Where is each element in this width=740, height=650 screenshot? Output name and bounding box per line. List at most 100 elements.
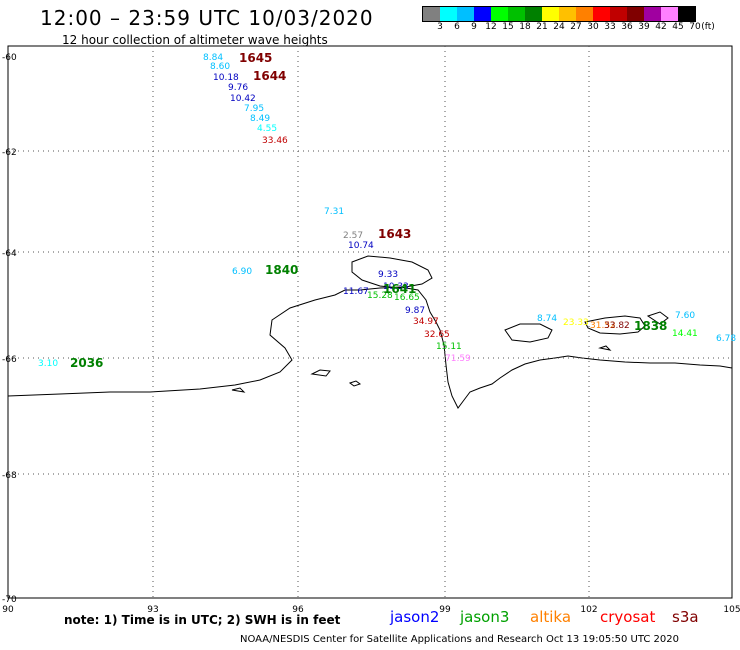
- wave-height-reading: 15.11: [436, 342, 462, 352]
- wave-height-reading: 7.31: [324, 207, 344, 217]
- pass-time-label: 1641: [383, 282, 416, 296]
- wave-height-reading: 8.74: [537, 314, 557, 324]
- color-scale-bar: [422, 6, 696, 22]
- color-swatch: [644, 7, 661, 21]
- color-swatch: [508, 7, 525, 21]
- wave-height-reading: 7.95: [244, 104, 264, 114]
- satellite-legend-altika: altika: [530, 608, 572, 626]
- pass-time-label: 1840: [265, 263, 298, 277]
- wave-height-reading: 10.33: [383, 282, 409, 292]
- satellite-legend-cryosat: cryosat: [600, 608, 656, 626]
- color-swatch: [423, 7, 440, 21]
- color-scale-label: 36: [621, 22, 633, 32]
- wave-height-reading: 10.42: [230, 94, 256, 104]
- coastline-segment: [351, 255, 433, 289]
- coastline-segment: [7, 286, 733, 409]
- wave-height-reading: 34.97: [413, 317, 439, 327]
- color-scale-label: (ft): [701, 22, 715, 32]
- color-scale-label: 18: [519, 22, 531, 32]
- wave-height-reading: 11.67: [343, 287, 369, 297]
- wave-height-reading: 3.10: [38, 359, 58, 369]
- color-swatch: [661, 7, 678, 21]
- map-title: 12:00 – 23:59 UTC 10/03/2020: [40, 6, 374, 30]
- longitude-label: 93: [147, 605, 158, 615]
- wave-height-reading: 32.65: [424, 330, 450, 340]
- longitude-label: 90: [2, 605, 14, 615]
- wave-height-reading: 9.87: [405, 306, 425, 316]
- latitude-label: -62: [2, 148, 17, 158]
- wave-height-reading: 10.18: [213, 73, 239, 83]
- latitude-label: -66: [2, 355, 17, 365]
- color-swatch: [491, 7, 508, 21]
- color-swatch: [440, 7, 457, 21]
- wave-height-reading: 31.52: [590, 321, 616, 331]
- wave-height-reading: 9.76: [228, 83, 248, 93]
- wave-height-reading: 7.60: [675, 311, 695, 321]
- wave-height-reading: 6.90: [232, 267, 252, 277]
- satellite-legend-s3a: s3a: [672, 608, 699, 626]
- wave-height-reading: 8.84: [203, 53, 223, 63]
- coastline-segment: [310, 369, 331, 377]
- color-swatch: [474, 7, 491, 21]
- coastline-segment: [504, 323, 553, 343]
- wave-height-reading: 14.41: [672, 329, 698, 339]
- color-scale-label: 15: [502, 22, 514, 32]
- color-scale-label: 70: [689, 22, 701, 32]
- color-scale-label: 27: [570, 22, 582, 32]
- color-scale-label: 21: [536, 22, 548, 32]
- coastline: [7, 255, 733, 409]
- wave-height-reading: 4.55: [257, 124, 277, 134]
- longitude-label: 96: [292, 605, 304, 615]
- color-scale-label: 12: [485, 22, 497, 32]
- color-swatch: [542, 7, 559, 21]
- pass-time-label: 1838: [634, 319, 667, 333]
- color-scale-label: 9: [471, 22, 477, 32]
- coastline-segment: [646, 311, 669, 325]
- color-swatch: [678, 7, 695, 21]
- color-scale-label: 3: [437, 22, 443, 32]
- latitude-label: -68: [2, 471, 17, 481]
- pass-time-label: 1645: [239, 51, 272, 65]
- pass-time-label: 2036: [70, 356, 103, 370]
- wave-height-reading: 6.78: [716, 334, 736, 344]
- color-swatch: [559, 7, 576, 21]
- color-scale-label: 24: [553, 22, 565, 32]
- lat-lon-grid: [8, 46, 732, 598]
- longitude-label: 102: [580, 605, 597, 615]
- wave-height-reading: 33.46: [262, 136, 288, 146]
- wave-height-reading: 23.33: [563, 318, 589, 328]
- pass-time-label: 1643: [378, 227, 411, 241]
- footer-credit: NOAA/NESDIS Center for Satellite Applica…: [240, 634, 679, 645]
- latitude-label: -60: [2, 53, 17, 63]
- coastline-segment: [598, 345, 612, 351]
- longitude-label: 99: [439, 605, 451, 615]
- color-swatch: [610, 7, 627, 21]
- wave-height-reading: 10.74: [348, 241, 374, 251]
- latitude-label: -70: [2, 595, 17, 605]
- color-swatch: [593, 7, 610, 21]
- color-scale-label: 39: [638, 22, 650, 32]
- wave-height-reading: 8.60: [210, 62, 230, 72]
- coastline-segment: [231, 387, 246, 393]
- color-scale-label: 42: [655, 22, 667, 32]
- wave-height-reading: 8.49: [250, 114, 270, 124]
- color-scale-label: 45: [672, 22, 684, 32]
- satellite-legend-jason3: jason3: [460, 608, 510, 626]
- map-border: [7, 45, 733, 599]
- coastline-segment: [348, 380, 362, 387]
- wave-height-reading: 33.82: [604, 321, 630, 331]
- color-scale-label: 33: [604, 22, 616, 32]
- map-subtitle: 12 hour collection of altimeter wave hei…: [62, 33, 328, 47]
- color-scale-label: 30: [587, 22, 599, 32]
- color-swatch: [457, 7, 474, 21]
- wave-height-reading: 71.59: [445, 354, 471, 364]
- color-scale-label: 6: [454, 22, 460, 32]
- color-swatch: [525, 7, 542, 21]
- units-note: note: 1) Time is in UTC; 2) SWH is in fe…: [64, 613, 341, 627]
- coastline-segment: [584, 315, 646, 335]
- latitude-label: -64: [2, 249, 17, 259]
- pass-time-label: 1644: [253, 69, 286, 83]
- map-frame: [7, 45, 733, 599]
